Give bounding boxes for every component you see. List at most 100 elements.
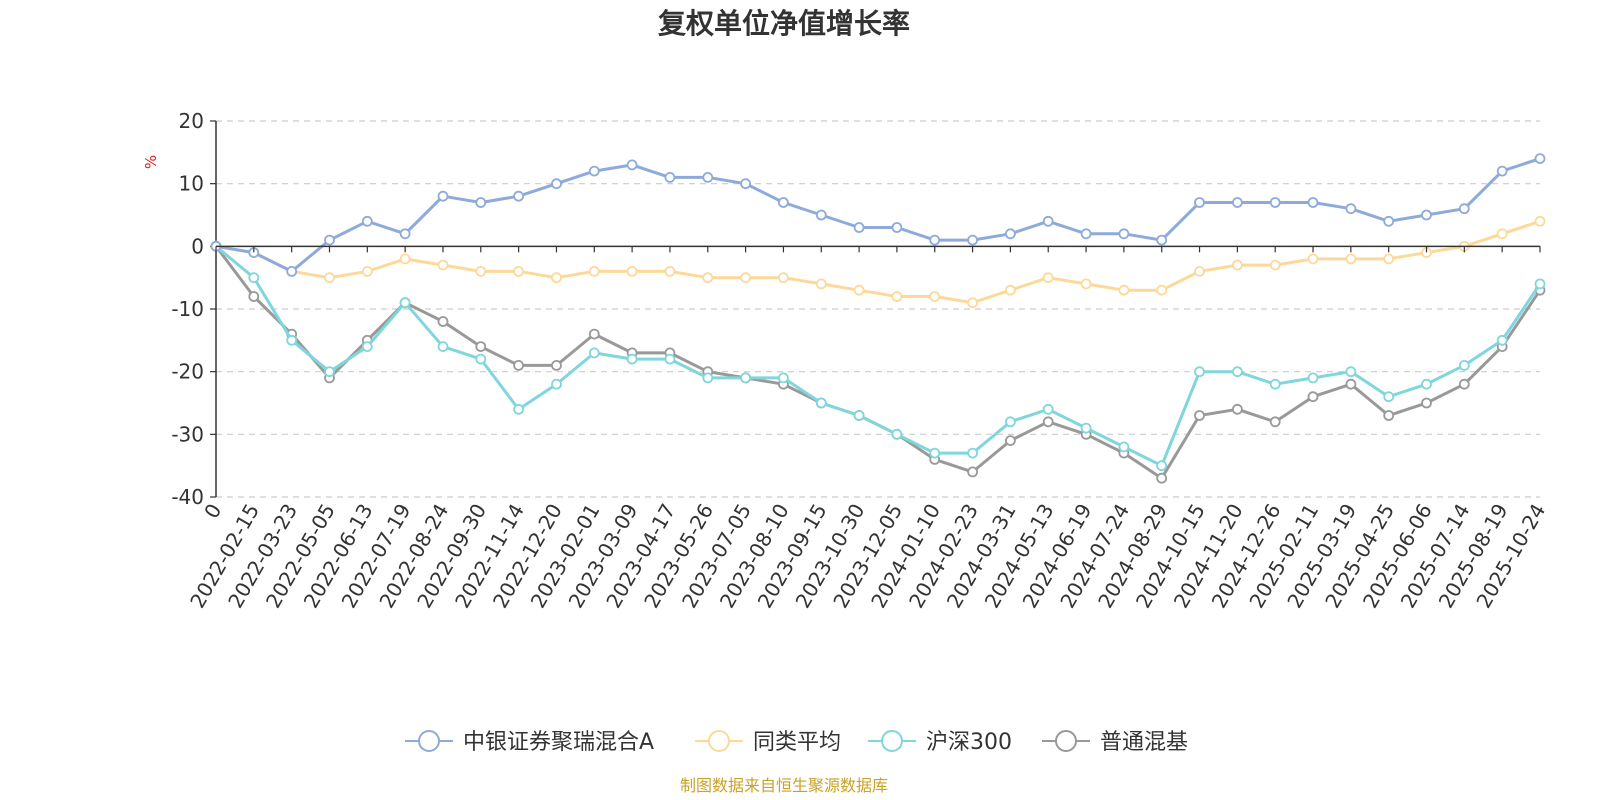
data-point bbox=[551, 359, 562, 371]
data-point bbox=[891, 428, 903, 440]
data-point bbox=[1269, 197, 1281, 208]
legend-item-4[interactable]: 普通混基 bbox=[1042, 730, 1188, 755]
y-tick-label: 10 bbox=[179, 172, 204, 196]
source-note: 制图数据来自恒生聚源数据库 bbox=[680, 776, 888, 795]
y-tick-label: 0 bbox=[191, 234, 204, 258]
data-point bbox=[361, 215, 373, 227]
data-point bbox=[513, 190, 524, 202]
series-line-2 bbox=[215, 219, 1541, 305]
data-point bbox=[1307, 197, 1319, 208]
data-point bbox=[1496, 334, 1508, 346]
legend-item-1[interactable]: 中银证券聚瑞混合A bbox=[405, 730, 654, 755]
data-point bbox=[588, 328, 600, 340]
data-point bbox=[513, 265, 524, 277]
gridlines bbox=[216, 120, 1540, 498]
data-point bbox=[929, 234, 941, 246]
legend-item-2[interactable]: 同类平均 bbox=[695, 730, 841, 755]
data-point bbox=[853, 222, 865, 233]
data-point bbox=[853, 410, 865, 421]
data-point bbox=[1156, 472, 1168, 484]
data-point bbox=[929, 291, 941, 302]
data-point bbox=[551, 272, 562, 284]
data-point bbox=[1232, 259, 1243, 271]
data-point bbox=[967, 466, 978, 478]
data-point bbox=[1496, 228, 1508, 240]
data-point bbox=[1080, 278, 1092, 290]
data-point bbox=[1232, 403, 1243, 415]
data-point bbox=[1458, 203, 1470, 215]
data-point bbox=[1005, 435, 1016, 447]
data-point bbox=[1345, 378, 1357, 390]
data-point bbox=[1156, 284, 1168, 296]
x-axis: 02022-02-152022-03-232022-05-052022-06-1… bbox=[185, 245, 1550, 612]
y-tick-label: -30 bbox=[171, 422, 204, 446]
data-point bbox=[778, 372, 789, 384]
data-point bbox=[1307, 372, 1319, 384]
y-tick-label: 20 bbox=[179, 109, 204, 133]
data-point bbox=[740, 372, 751, 384]
legend-label: 同类平均 bbox=[753, 730, 841, 755]
data-point bbox=[324, 234, 335, 246]
data-point bbox=[815, 278, 827, 290]
data-point bbox=[1458, 378, 1470, 390]
data-point bbox=[1042, 416, 1054, 428]
data-point bbox=[1458, 359, 1470, 371]
x-tick-label: 0 bbox=[199, 500, 226, 523]
data-point bbox=[437, 190, 449, 202]
data-point bbox=[399, 228, 411, 240]
data-point bbox=[664, 353, 676, 365]
data-point bbox=[967, 297, 978, 309]
data-point bbox=[361, 265, 373, 277]
data-point bbox=[1080, 422, 1092, 434]
data-point bbox=[1156, 234, 1168, 246]
data-point bbox=[1421, 378, 1432, 390]
data-point bbox=[437, 341, 449, 353]
y-axis-unit: % bbox=[142, 155, 160, 169]
data-point bbox=[1421, 209, 1432, 221]
legend-label: 中银证券聚瑞混合A bbox=[463, 730, 654, 755]
series-group bbox=[210, 153, 1546, 484]
data-point bbox=[891, 291, 903, 302]
data-point bbox=[1534, 215, 1546, 227]
data-point bbox=[702, 372, 714, 384]
data-point bbox=[1383, 391, 1395, 403]
chart-title: 复权单位净值增长率 bbox=[658, 7, 910, 40]
data-point bbox=[551, 178, 562, 190]
series-line-4 bbox=[214, 245, 1542, 480]
data-point bbox=[1194, 265, 1205, 277]
legend-label: 沪深300 bbox=[926, 730, 1012, 755]
legend-label: 普通混基 bbox=[1100, 730, 1188, 755]
data-point bbox=[286, 334, 298, 346]
legend-item-3[interactable]: 沪深300 bbox=[868, 730, 1012, 755]
data-point bbox=[1118, 441, 1130, 453]
data-point bbox=[1042, 403, 1054, 415]
data-point bbox=[399, 297, 411, 309]
data-point bbox=[1534, 153, 1546, 165]
data-point bbox=[324, 272, 335, 284]
data-point bbox=[1383, 410, 1395, 421]
data-point bbox=[1421, 397, 1432, 409]
legend[interactable]: 中银证券聚瑞混合A 同类平均 沪深300 普通混基 bbox=[405, 730, 1188, 755]
data-point bbox=[1496, 165, 1508, 177]
data-point bbox=[361, 341, 373, 353]
data-point bbox=[1156, 460, 1168, 472]
data-point bbox=[891, 222, 903, 233]
data-point bbox=[437, 316, 449, 327]
data-point bbox=[324, 366, 335, 378]
y-tick-label: -40 bbox=[171, 485, 204, 509]
data-point bbox=[1194, 410, 1205, 421]
data-point bbox=[1269, 259, 1281, 271]
data-point bbox=[702, 171, 714, 183]
data-point bbox=[1307, 253, 1319, 265]
data-point bbox=[853, 284, 865, 296]
data-point bbox=[1345, 203, 1357, 215]
y-tick-label: -20 bbox=[171, 360, 204, 384]
data-point bbox=[1005, 284, 1016, 296]
data-point bbox=[1118, 284, 1130, 296]
data-point bbox=[664, 171, 676, 183]
data-point bbox=[1383, 253, 1395, 265]
data-point bbox=[551, 378, 562, 390]
data-point bbox=[778, 272, 789, 284]
data-point bbox=[475, 197, 487, 208]
data-point bbox=[588, 165, 600, 177]
